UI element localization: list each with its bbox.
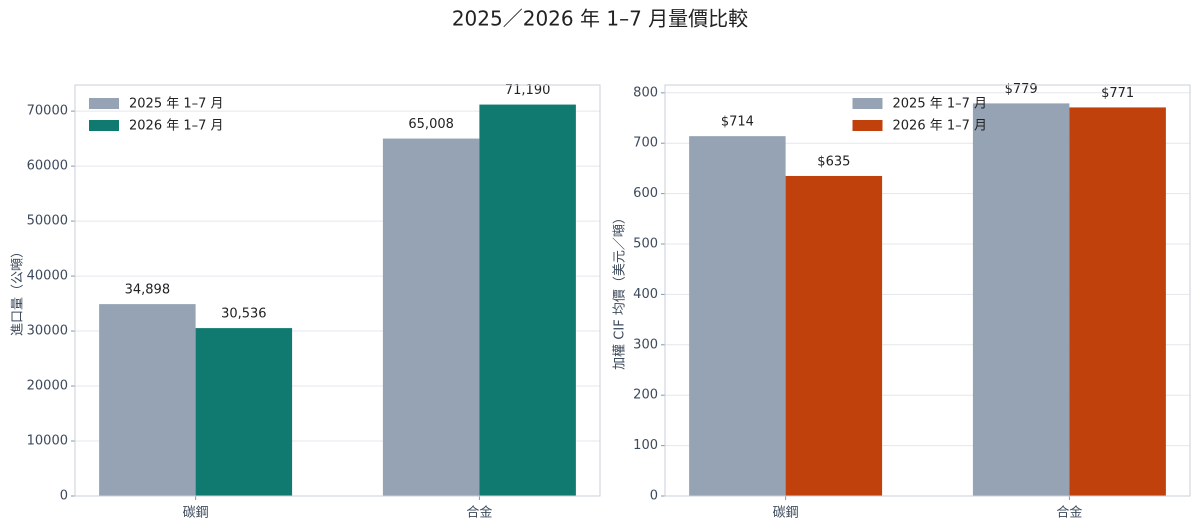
x-tick-label: 碳鋼 <box>773 506 799 521</box>
y-tick-label: 700 <box>633 136 658 151</box>
bar <box>785 175 883 496</box>
legend-label: 2025 年 1–7 月 <box>893 97 988 112</box>
y-tick-label: 40000 <box>27 269 68 284</box>
x-tick-label: 合金 <box>466 505 492 521</box>
data-label: $714 <box>721 115 754 130</box>
chart: 0 10000 20000 30000 40000 50000 60000 70000 進口量（… <box>11 83 601 521</box>
y-tick-label: 0 <box>650 489 658 504</box>
legend-swatch <box>89 120 119 131</box>
chart: 0 100 200 300 400 500 600 700 800 加權 CIF 均價（美元／噸）… <box>613 82 1191 521</box>
figure-title: 2025／2026 年 1–7 月量價比較 <box>452 7 748 31</box>
y-tick-label: 0 <box>60 489 68 504</box>
bar <box>195 328 293 496</box>
bar <box>1069 107 1166 497</box>
y-tick-label: 100 <box>633 438 658 453</box>
data-label: 34,898 <box>125 283 171 298</box>
legend-label: 2026 年 1–7 月 <box>893 119 988 134</box>
plot-frame <box>664 84 1191 497</box>
legend-swatch <box>852 120 883 131</box>
y-tick-label: 70000 <box>27 104 68 119</box>
y-axis-label: 進口量（公噸） <box>11 245 26 336</box>
bar <box>479 104 576 497</box>
x-tick-label: 碳鋼 <box>183 506 209 521</box>
y-tick-label: 800 <box>633 85 658 100</box>
y-tick-label: 20000 <box>27 379 68 394</box>
plot-frame <box>74 84 601 497</box>
y-tick-label: 600 <box>633 186 658 201</box>
data-label: 65,008 <box>408 117 454 132</box>
x-tick-label: 合金 <box>1056 505 1082 521</box>
data-label: 71,190 <box>505 83 551 98</box>
data-label: $779 <box>1005 82 1038 97</box>
legend-swatch <box>89 98 119 109</box>
data-label: $635 <box>817 154 850 169</box>
legend-label: 2026 年 1–7 月 <box>129 119 224 134</box>
data-label: 30,536 <box>221 307 267 322</box>
y-tick-label: 50000 <box>27 214 68 229</box>
bar <box>972 103 1070 497</box>
y-tick-label: 60000 <box>27 159 68 174</box>
legend-label: 2025 年 1–7 月 <box>129 97 224 112</box>
bar <box>382 138 480 497</box>
y-tick-label: 400 <box>633 287 658 302</box>
y-tick-label: 200 <box>633 388 658 403</box>
y-tick-label: 500 <box>633 237 658 252</box>
y-tick-label: 10000 <box>27 434 68 449</box>
bar <box>689 136 786 496</box>
legend-swatch <box>852 98 883 109</box>
y-tick-label: 300 <box>633 337 658 352</box>
y-tick-label: 30000 <box>27 324 68 339</box>
data-label: $771 <box>1101 86 1134 101</box>
bar <box>99 304 196 496</box>
y-axis-label: 加權 CIF 均價（美元／噸） <box>613 211 628 370</box>
